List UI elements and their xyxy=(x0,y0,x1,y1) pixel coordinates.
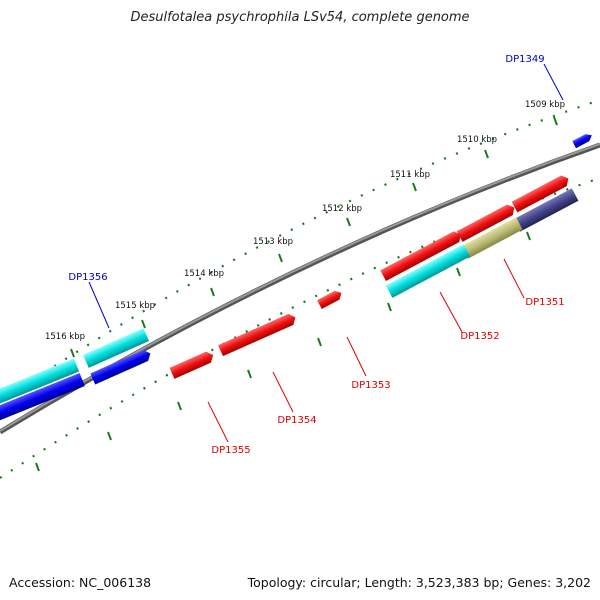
tick-mark xyxy=(456,267,461,277)
gene-slate-block[interactable] xyxy=(513,188,579,232)
gene-label-DP1354[interactable]: DP1354 xyxy=(277,415,316,426)
tick-mark xyxy=(346,217,351,227)
gene-label-DP1355[interactable]: DP1355 xyxy=(211,445,250,456)
lower-track-genes xyxy=(0,188,579,425)
tick-mark xyxy=(210,287,215,297)
tick-mark xyxy=(553,116,558,126)
tick-label: 1512 kbp xyxy=(322,204,362,214)
tick-mark xyxy=(141,319,146,329)
gene-blue-left[interactable] xyxy=(90,348,152,385)
tick-label: 1510 kbp xyxy=(457,135,497,145)
outer-tick-track xyxy=(0,98,600,403)
gene-callouts: DP1349 DP1356 DP1351 DP1352 DP1353 DP135… xyxy=(68,54,564,456)
gene-label-DP1349[interactable]: DP1349 xyxy=(505,54,544,65)
tick-mark xyxy=(387,302,392,312)
tick-label: 1515 kbp xyxy=(115,301,155,311)
coordinate-labels: 1509 kbp 1510 kbp 1511 kbp 1512 kbp 1513… xyxy=(45,100,565,342)
tick-label: 1514 kbp xyxy=(184,269,224,279)
gene-cyan-block-right[interactable] xyxy=(385,244,471,298)
gene-DP1354[interactable] xyxy=(218,312,298,357)
gene-label-DP1352[interactable]: DP1352 xyxy=(460,331,499,342)
tick-mark xyxy=(107,431,112,441)
gene-DP1355[interactable] xyxy=(169,350,216,379)
tick-mark xyxy=(70,348,75,358)
gene-label-DP1351[interactable]: DP1351 xyxy=(525,297,564,308)
gene-DP1352[interactable] xyxy=(380,229,463,281)
gene-DP1349[interactable] xyxy=(572,132,593,149)
tick-mark xyxy=(317,337,322,347)
inner-tick-track xyxy=(0,176,600,479)
gene-DP1353[interactable] xyxy=(317,288,344,310)
gene-DP1351b[interactable] xyxy=(456,202,517,242)
tick-mark xyxy=(247,369,252,379)
tick-label: 1516 kbp xyxy=(45,332,85,342)
gene-olive-block[interactable] xyxy=(461,217,523,259)
genome-summary: Topology: circular; Length: 3,523,383 bp… xyxy=(247,575,591,590)
gene-cyan-block-left[interactable] xyxy=(0,358,80,408)
tick-label: 1511 kbp xyxy=(390,170,430,180)
forward-strand-genes xyxy=(169,132,593,379)
gene-blue-block-left[interactable] xyxy=(0,373,85,425)
tick-label: 1513 kbp xyxy=(253,237,293,247)
gene-DP1356[interactable] xyxy=(83,328,149,368)
tick-mark xyxy=(35,462,40,472)
tick-label: 1509 kbp xyxy=(525,100,565,110)
gene-DP1351a[interactable] xyxy=(511,173,571,213)
tick-mark xyxy=(526,231,531,241)
accession-label: Accession: NC_006138 xyxy=(9,575,152,590)
gene-label-DP1353[interactable]: DP1353 xyxy=(351,380,390,391)
tick-mark xyxy=(484,149,489,159)
genome-backbone xyxy=(0,142,600,435)
tick-mark xyxy=(412,182,417,192)
tick-mark xyxy=(278,253,283,263)
gene-label-DP1356[interactable]: DP1356 xyxy=(68,272,107,283)
tick-mark xyxy=(177,401,182,411)
map-title: Desulfotalea psychrophila LSv54, complet… xyxy=(130,10,470,25)
